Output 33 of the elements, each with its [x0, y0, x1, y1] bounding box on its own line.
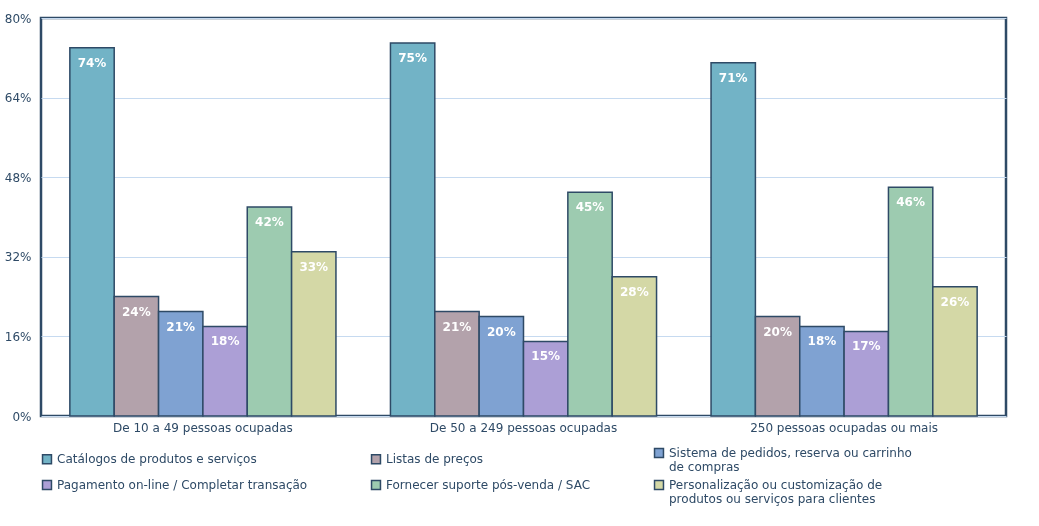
data-label: 74%	[77, 55, 107, 70]
data-label: 21%	[166, 319, 196, 334]
y-tick-label: 64%	[4, 91, 32, 106]
y-tick-label: 32%	[4, 250, 32, 265]
x-tick-label: 250 pessoas ocupadas ou mais	[750, 420, 939, 435]
y-tick-label: 16%	[4, 329, 32, 344]
y-tick-label: 48%	[4, 170, 32, 185]
data-label: 46%	[896, 195, 925, 210]
data-label: 71%	[718, 70, 748, 85]
data-label: 20%	[763, 324, 792, 339]
legend-label: Listas de preços	[386, 452, 484, 467]
data-label: 45%	[575, 200, 605, 215]
data-label: 26%	[940, 294, 970, 309]
legend-label: Fornecer suporte pós-venda / SAC	[386, 478, 591, 492]
legend-label: Catálogos de produtos e serviços	[57, 452, 257, 467]
data-label: 21%	[442, 319, 472, 334]
data-label: 18%	[807, 334, 837, 349]
y-tick-label: 80%	[4, 11, 32, 26]
data-label: 42%	[255, 215, 284, 230]
data-label: 24%	[122, 304, 151, 319]
x-tick-label: De 10 a 49 pessoas ocupadas	[113, 420, 293, 435]
data-label: 33%	[299, 259, 329, 274]
data-label: 18%	[210, 334, 240, 349]
x-tick-label: De 50 a 249 pessoas ocupadas	[429, 420, 618, 435]
data-label: 28%	[620, 284, 649, 299]
data-label: 17%	[851, 339, 881, 354]
legend-label: Sistema de pedidos, reserva ou carrinho de compras	[669, 446, 912, 474]
legend-label: Personalização ou customização de produtos ou serviços para clientes	[669, 478, 883, 506]
data-label: 20%	[486, 324, 516, 339]
data-label: 15%	[531, 349, 561, 364]
y-tick-label: 0%	[12, 409, 32, 424]
legend-label: Pagamento on-line / Completar transação	[57, 478, 308, 492]
data-label: 75%	[398, 50, 427, 65]
